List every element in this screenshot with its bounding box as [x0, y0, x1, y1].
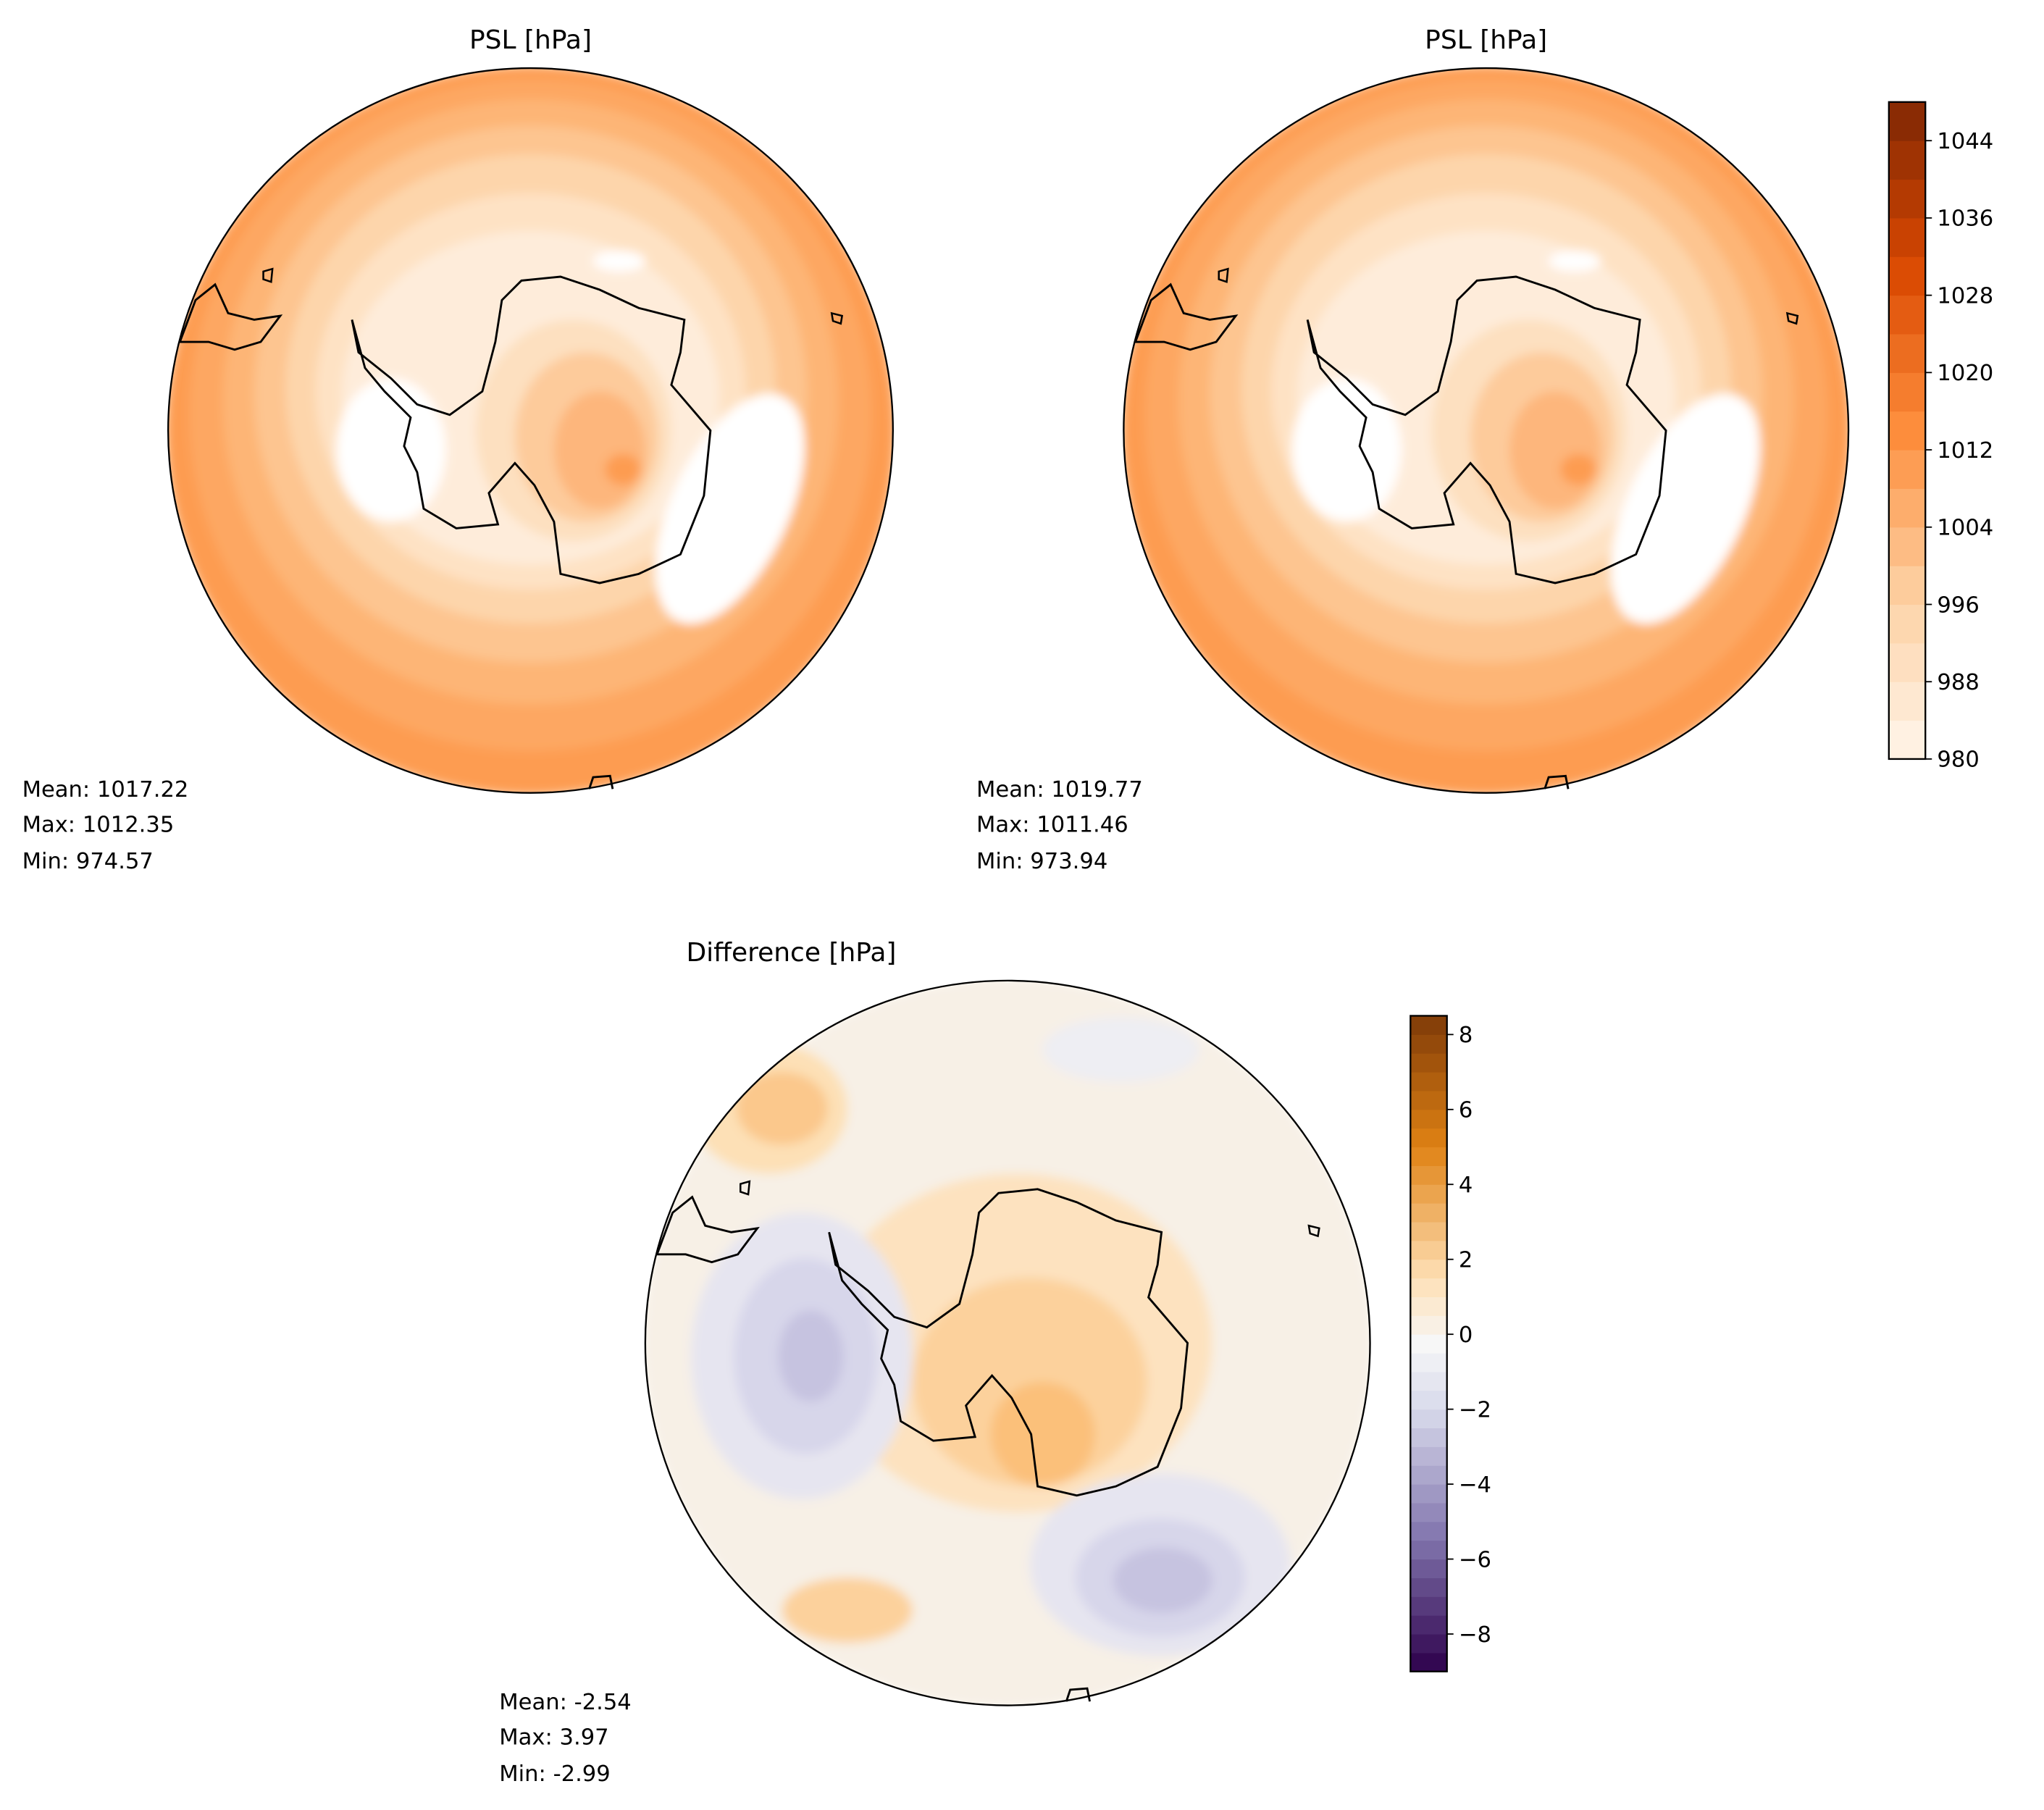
panel-1-boundary — [167, 67, 894, 794]
map-panel-2: PSL [hPa] Mean: 1019.77 Max: 1011.46 Min… — [976, 25, 1993, 874]
colorbar-difference-level-band — [1410, 1446, 1447, 1466]
colorbar-difference-level-band — [1410, 1240, 1447, 1260]
colorbar-difference-level-band — [1410, 1278, 1447, 1297]
colorbar-psl-level-band — [1888, 141, 1926, 180]
colorbar-psl-tick-label: 1044 — [1937, 129, 1993, 154]
colorbar-difference-level-band — [1410, 1540, 1447, 1560]
colorbar-difference-level-band — [1410, 1315, 1447, 1335]
colorbar-difference-level-band — [1410, 1652, 1447, 1672]
panel-2-boundary — [1123, 67, 1850, 794]
colorbar-difference-level-band — [1410, 1428, 1447, 1447]
colorbar-psl-level-band — [1888, 450, 1926, 489]
colorbar-difference-level-band — [1410, 1015, 1447, 1035]
colorbar-difference-tick-label: 4 — [1459, 1173, 1473, 1198]
panel-3-min: Min: -2.99 — [499, 1761, 610, 1787]
colorbar-difference-level-band — [1410, 1334, 1447, 1354]
colorbar-difference-tick-label: 6 — [1459, 1098, 1473, 1123]
colorbar-difference-level-band — [1410, 1184, 1447, 1204]
panel-3-contour-field — [645, 980, 1370, 1706]
map-panel-1: PSL [hPa] Mean: 1017.22 Max: 1012.35 Min… — [22, 25, 894, 874]
colorbar-difference-tick-label: 0 — [1459, 1323, 1473, 1348]
colorbar-difference-level-band — [1410, 1221, 1447, 1241]
colorbar-psl-level-band — [1888, 101, 1926, 141]
colorbar-difference-tick-label: 8 — [1459, 1023, 1473, 1048]
colorbar-difference-level-band — [1410, 1090, 1447, 1110]
panel-3-max: Max: 3.97 — [499, 1725, 608, 1751]
colorbar-psl-tick-label: 988 — [1937, 670, 1979, 695]
colorbar-psl-tick-label: 1020 — [1937, 361, 1993, 386]
panel-3-boundary — [644, 979, 1371, 1706]
colorbar-difference-level-band — [1410, 1634, 1447, 1654]
colorbar-psl-tick-label: 996 — [1937, 592, 1979, 618]
colorbar-difference-level-band — [1410, 1203, 1447, 1223]
colorbar-difference-tick-label: −2 — [1459, 1397, 1491, 1423]
colorbar-psl-level-band — [1888, 411, 1926, 451]
colorbar-psl-level-band — [1888, 295, 1926, 335]
panel-2-mean: Mean: 1019.77 — [976, 777, 1143, 803]
panel-2-title: PSL [hPa] — [1425, 25, 1547, 55]
colorbar-psl-level-band — [1888, 642, 1926, 682]
colorbar-difference-level-band — [1410, 1053, 1447, 1073]
colorbar-psl-level-band — [1888, 372, 1926, 412]
colorbar-psl-level-band — [1888, 566, 1926, 606]
colorbar-psl-tick-label: 1028 — [1937, 283, 1993, 309]
colorbar-difference-level-band — [1410, 1165, 1447, 1185]
colorbar-difference-level-band — [1410, 1521, 1447, 1541]
colorbar-psl-tick-label: 1004 — [1937, 516, 1993, 541]
panel-1-min: Min: 974.57 — [22, 849, 154, 874]
colorbar-difference-level-band — [1410, 1034, 1447, 1054]
colorbar-psl-tick-label: 1012 — [1937, 438, 1993, 464]
colorbar-psl-tick-label: 980 — [1937, 747, 1979, 773]
colorbar-psl-level-band — [1888, 179, 1926, 219]
colorbar-psl-level-band — [1888, 682, 1926, 721]
colorbar-difference-level-band — [1410, 1072, 1447, 1092]
panel-3-title: Difference [hPa] — [686, 938, 896, 968]
colorbar-psl-level-band — [1888, 604, 1926, 644]
colorbar-psl-level-band — [1888, 527, 1926, 566]
colorbar-difference-level-band — [1410, 1259, 1447, 1279]
colorbar-difference-level-band — [1410, 1596, 1447, 1616]
colorbar-difference-level-band — [1410, 1296, 1447, 1316]
colorbar-difference-level-band — [1410, 1502, 1447, 1522]
colorbar-difference-level-band — [1410, 1578, 1447, 1597]
colorbar-difference-level-band — [1410, 1559, 1447, 1578]
panel-2-contour-field — [1123, 68, 1849, 793]
colorbar-difference-tick-label: −4 — [1459, 1472, 1491, 1498]
panel-1-max: Max: 1012.35 — [22, 813, 175, 838]
colorbar-difference-tick-label: −6 — [1459, 1547, 1491, 1572]
colorbar-difference-tick-label: −8 — [1459, 1622, 1491, 1648]
colorbar-psl-level-band — [1888, 720, 1926, 760]
colorbar-psl-tick-label: 1036 — [1937, 206, 1993, 232]
colorbar-psl: 980 988 996 1004 1012 1020 1028 1036 1044 — [1888, 101, 1993, 773]
colorbar-difference-level-band — [1410, 1409, 1447, 1429]
colorbar-psl-frame — [1888, 101, 1927, 761]
colorbar-difference-level-band — [1410, 1128, 1447, 1148]
panel-2-min: Min: 973.94 — [976, 849, 1107, 874]
colorbar-difference-level-band — [1410, 1615, 1447, 1635]
panel-2-max: Max: 1011.46 — [976, 813, 1128, 838]
panel-1-contour-field — [168, 68, 893, 793]
colorbar-psl-level-band — [1888, 334, 1926, 373]
colorbar-difference-level-band — [1410, 1371, 1447, 1391]
colorbar-difference-frame — [1410, 1015, 1448, 1672]
colorbar-difference-level-band — [1410, 1390, 1447, 1410]
colorbar-difference-level-band — [1410, 1484, 1447, 1504]
panel-1-mean: Mean: 1017.22 — [22, 777, 189, 803]
colorbar-difference-level-band — [1410, 1353, 1447, 1373]
colorbar-difference-level-band — [1410, 1465, 1447, 1485]
map-panel-3: Difference [hPa] Mean: -2.54 Max — [499, 938, 1491, 1787]
colorbar-psl-level-band — [1888, 256, 1926, 296]
panel-3-mean: Mean: -2.54 — [499, 1690, 631, 1715]
panel-1-title: PSL [hPa] — [469, 25, 592, 55]
colorbar-difference: −8 −6 −4 −2 0 2 4 6 8 — [1410, 1015, 1491, 1672]
colorbar-difference-level-band — [1410, 1147, 1447, 1166]
colorbar-psl-level-band — [1888, 217, 1926, 257]
colorbar-difference-tick-label: 2 — [1459, 1248, 1473, 1273]
colorbar-psl-level-band — [1888, 488, 1926, 528]
colorbar-difference-level-band — [1410, 1109, 1447, 1129]
